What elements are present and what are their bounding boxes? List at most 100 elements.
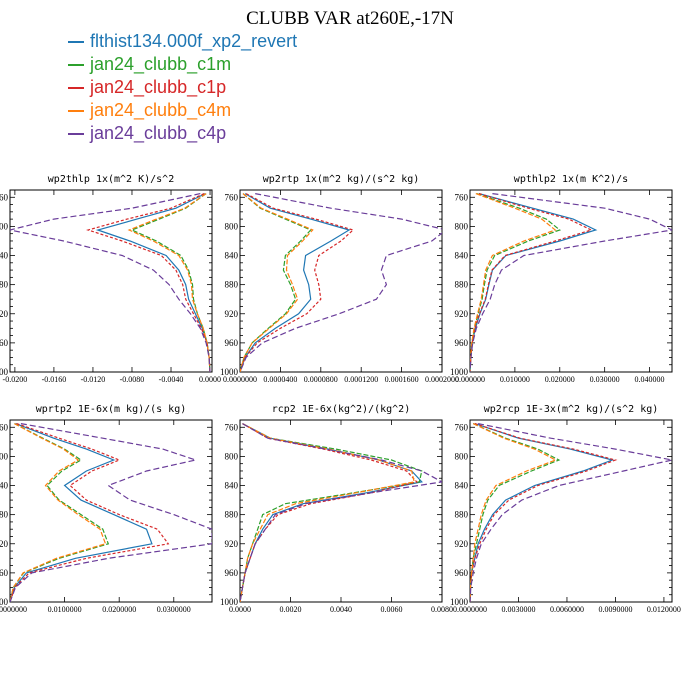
legend: flthist134.000f_xp2_revert jan24_clubb_c…	[68, 30, 297, 145]
x-tick-label: 0.0120000	[647, 605, 681, 614]
series-line-jan24-clubb-c4p	[10, 423, 212, 602]
x-tick-label: -0.0200	[3, 375, 28, 384]
x-tick-label: -0.0040	[159, 375, 184, 384]
plot-frame	[9, 419, 213, 603]
y-tick-label: 760	[455, 192, 469, 202]
series-line-jan24-clubb-c4m	[470, 193, 557, 372]
legend-swatch	[68, 40, 84, 43]
y-tick-label: 760	[0, 422, 9, 432]
y-tick-label: 960	[455, 338, 469, 348]
y-tick-label: 1000	[450, 597, 469, 607]
x-tick-label: 0.0000800	[304, 375, 338, 384]
plot-frame	[9, 189, 213, 373]
legend-item: jan24_clubb_c1m	[68, 53, 297, 76]
y-tick-label: 760	[455, 422, 469, 432]
x-tick-label: 0.010000	[500, 375, 530, 384]
series-line-jan24-clubb-c4m	[127, 193, 211, 372]
y-tick-label: 800	[225, 451, 239, 461]
series-line-jan24-clubb-c4m	[470, 423, 558, 602]
legend-swatch	[68, 86, 84, 89]
x-tick-label: 0.0000000	[223, 375, 257, 384]
x-tick-label: 0.030000	[590, 375, 620, 384]
series-line-jan24-clubb-c4p	[10, 193, 211, 372]
x-tick-label: 0.0001600	[385, 375, 419, 384]
legend-item: flthist134.000f_xp2_revert	[68, 30, 297, 53]
x-tick-label: 0.040000	[635, 375, 665, 384]
legend-item: jan24_clubb_c4m	[68, 99, 297, 122]
series-line-jan24-clubb-c4m	[240, 423, 415, 602]
panel-title: wp2rcp 1E-3x(m^2 kg)/(s^2 kg)	[484, 404, 659, 415]
y-tick-label: 1000	[220, 597, 239, 607]
y-tick-label: 960	[455, 568, 469, 578]
y-tick-label: 800	[455, 221, 469, 231]
x-tick-label: 0.0080	[431, 605, 453, 614]
y-tick-label: 840	[0, 481, 9, 491]
panel-title: wprtp2 1E-6x(m kg)/(s kg)	[36, 404, 187, 415]
x-tick-label: 0.0000000	[0, 605, 27, 614]
y-tick-label: 960	[0, 338, 9, 348]
y-tick-label: 800	[225, 221, 239, 231]
y-tick-label: 960	[225, 568, 239, 578]
series-line-jan24-clubb-c4p	[470, 193, 672, 372]
series-line-flthist134-000f-xp2-revert	[10, 423, 153, 602]
x-tick-label: 0.0060	[381, 605, 403, 614]
series-line-jan24-clubb-c1p	[470, 193, 593, 372]
x-tick-label: 0.0200000	[102, 605, 136, 614]
legend-item: jan24_clubb_c4p	[68, 122, 297, 145]
series-line-jan24-clubb-c1p	[470, 423, 618, 602]
panel-title: wp2rtp 1x(m^2 kg)/(s^2 kg)	[263, 174, 420, 185]
x-tick-label: 0.0030000	[501, 605, 535, 614]
x-tick-label: 0.0100000	[48, 605, 82, 614]
x-tick-label: 0.0000000	[453, 605, 487, 614]
legend-item: jan24_clubb_c1p	[68, 76, 297, 99]
y-tick-label: 840	[455, 251, 469, 261]
y-tick-label: 840	[455, 481, 469, 491]
y-tick-label: 1000	[220, 367, 239, 377]
series-line-jan24-clubb-c4p	[240, 423, 442, 602]
panel-title: wp2thlp 1x(m^2 K)/s^2	[48, 174, 174, 185]
x-tick-label: -0.0160	[42, 375, 67, 384]
y-tick-label: 840	[225, 251, 239, 261]
y-tick-label: 760	[0, 192, 9, 202]
series-line-jan24-clubb-c4m	[10, 423, 107, 602]
y-tick-label: 840	[225, 481, 239, 491]
x-tick-label: 0.0002000	[425, 375, 459, 384]
y-tick-label: 1000	[450, 367, 469, 377]
series-line-jan24-clubb-c1p	[86, 193, 211, 372]
y-tick-label: 760	[225, 192, 239, 202]
series-line-jan24-clubb-c1p	[240, 193, 355, 372]
y-tick-label: 880	[225, 510, 239, 520]
y-tick-label: 760	[225, 422, 239, 432]
series-line-jan24-clubb-c1m	[130, 193, 211, 372]
y-tick-label: 880	[0, 510, 9, 520]
legend-label: jan24_clubb_c1m	[90, 54, 232, 74]
legend-label: jan24_clubb_c4m	[90, 100, 232, 120]
plot-frame	[469, 419, 673, 603]
y-tick-label: 800	[0, 221, 9, 231]
series-line-flthist134-000f-xp2-revert	[240, 193, 351, 372]
y-tick-label: 920	[0, 309, 9, 319]
series-line-jan24-clubb-c1m	[470, 423, 561, 602]
x-tick-label: 0.0300000	[157, 605, 191, 614]
x-tick-label: 0.0020	[280, 605, 302, 614]
y-tick-label: 880	[455, 510, 469, 520]
x-tick-label: 0.0060000	[550, 605, 584, 614]
y-tick-label: 920	[455, 309, 469, 319]
panel-title: wpthlp2 1x(m K^2)/s	[514, 174, 628, 185]
plot-frame	[469, 189, 673, 373]
y-tick-label: 880	[225, 280, 239, 290]
x-tick-label: 0.0040	[330, 605, 352, 614]
x-tick-label: -0.0120	[81, 375, 106, 384]
y-tick-label: 880	[455, 280, 469, 290]
y-tick-label: 1000	[0, 367, 9, 377]
y-tick-label: 920	[0, 539, 9, 549]
series-line-jan24-clubb-c4p	[470, 423, 672, 602]
y-tick-label: 920	[225, 539, 239, 549]
legend-label: flthist134.000f_xp2_revert	[90, 31, 298, 51]
y-tick-label: 1000	[0, 597, 9, 607]
series-line-jan24-clubb-c4p	[240, 193, 442, 372]
y-tick-label: 800	[455, 451, 469, 461]
series-line-jan24-clubb-c4m	[240, 193, 314, 372]
chart-title: CLUBB VAR at260E,-17N	[246, 8, 454, 29]
